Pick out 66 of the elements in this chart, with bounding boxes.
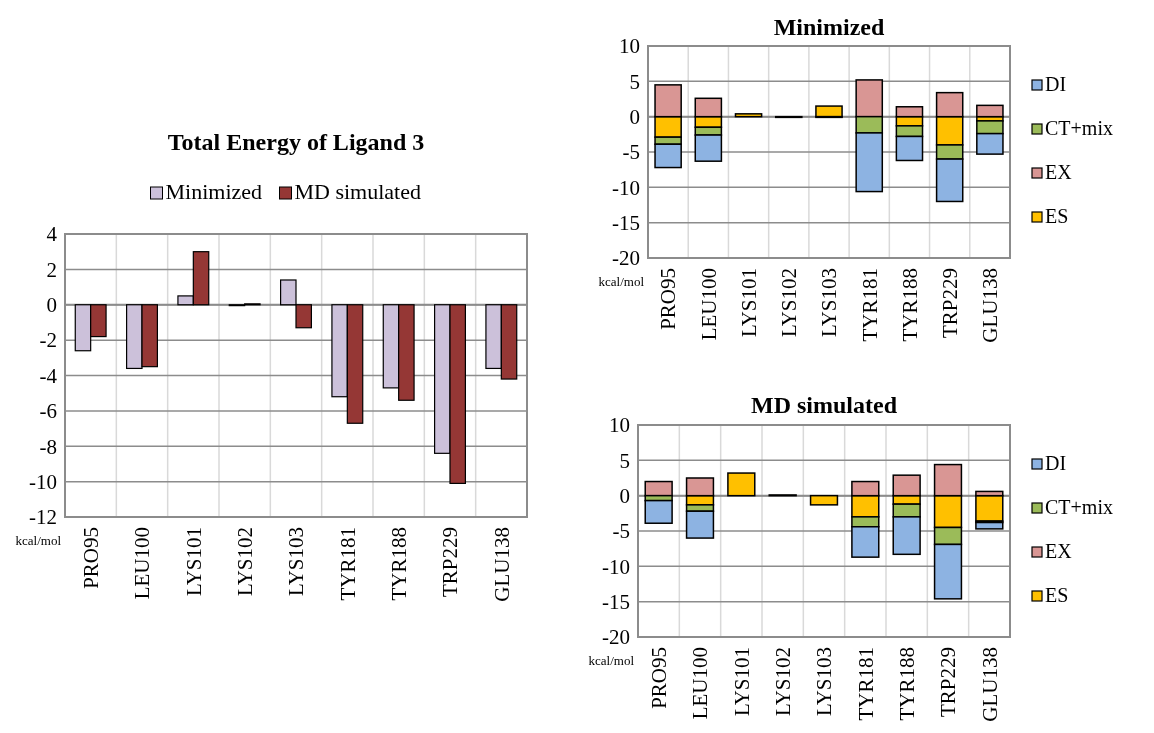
x-tick-label: PRO95	[647, 647, 672, 709]
x-tick-label: LYS102	[771, 647, 796, 717]
legend-label: MD simulated	[294, 179, 421, 204]
text: kcal/mol	[15, 533, 62, 548]
x-tick-label: TYR181	[857, 268, 882, 342]
y-tick-label: -10	[612, 175, 640, 200]
x-tick-label: TRP229	[938, 268, 963, 339]
y-tick-label: 10	[609, 413, 630, 438]
legend-label: CT+mix	[1045, 117, 1113, 139]
legend-label: EX	[1045, 161, 1073, 183]
y-tick-label: -20	[612, 246, 640, 271]
x-tick-label: LYS103	[284, 527, 309, 597]
y-tick-label: 4	[46, 222, 58, 247]
x-tick-label: TYR188	[897, 268, 922, 342]
y-tick-label: -15	[612, 211, 640, 236]
text: kcal/mol	[588, 653, 635, 668]
legend-label: ES	[1045, 205, 1069, 227]
y-tick-label: 5	[619, 448, 630, 473]
x-tick-label: LYS101	[736, 268, 761, 338]
y-tick-label: 0	[619, 484, 630, 509]
x-tick-label: LYS103	[817, 268, 842, 338]
x-tick-label: LEU100	[130, 527, 155, 600]
y-tick-label: -5	[612, 519, 630, 544]
x-tick-label: TRP229	[438, 527, 463, 598]
y-tick-label: 5	[629, 69, 640, 94]
y-tick-label: -8	[39, 434, 57, 459]
y-tick-label: -10	[602, 554, 630, 579]
x-tick-label: LYS102	[233, 527, 258, 597]
x-tick-label: LYS101	[729, 647, 754, 717]
y-tick-label: 2	[46, 257, 57, 282]
x-tick-label: TYR181	[853, 647, 878, 721]
y-tick-label: -5	[622, 140, 640, 165]
y-tick-label: 0	[46, 293, 57, 318]
legend-label: EX	[1045, 540, 1073, 562]
text: kcal/mol	[598, 274, 645, 289]
y-tick-label: -15	[602, 590, 630, 615]
y-tick-label: -12	[29, 505, 57, 530]
chart-title: MD simulated	[751, 392, 898, 418]
x-tick-label: LYS101	[181, 527, 206, 597]
y-tick-label: 0	[629, 105, 640, 130]
y-tick-label: -4	[39, 363, 58, 388]
x-tick-label: PRO95	[656, 268, 681, 330]
legend-label: CT+mix	[1045, 496, 1113, 518]
x-tick-label: PRO95	[79, 527, 104, 589]
legend-label: DI	[1045, 73, 1067, 95]
x-tick-label: TYR188	[895, 647, 920, 721]
x-tick-label: LYS103	[812, 647, 837, 717]
y-tick-label: -10	[29, 469, 57, 494]
y-tick-label: 10	[619, 34, 640, 59]
y-tick-label: -20	[602, 625, 630, 650]
x-tick-label: LYS102	[777, 268, 802, 338]
x-tick-label: GLU138	[489, 527, 514, 602]
y-tick-label: -6	[39, 399, 57, 424]
x-tick-label: LEU100	[688, 647, 713, 720]
x-tick-label: TYR188	[387, 527, 412, 601]
x-tick-label: GLU138	[978, 268, 1003, 343]
chart-title: Minimized	[773, 14, 885, 40]
x-tick-label: GLU138	[977, 647, 1002, 722]
legend-label: Minimized	[165, 179, 263, 204]
legend-label: ES	[1045, 584, 1069, 606]
chart-title: Total Energy of Ligand 3	[167, 129, 425, 155]
y-tick-label: -2	[39, 328, 57, 353]
legend-label: DI	[1045, 452, 1067, 474]
x-tick-label: TYR181	[335, 527, 360, 601]
x-tick-label: TRP229	[936, 647, 961, 718]
x-tick-label: LEU100	[696, 268, 721, 341]
